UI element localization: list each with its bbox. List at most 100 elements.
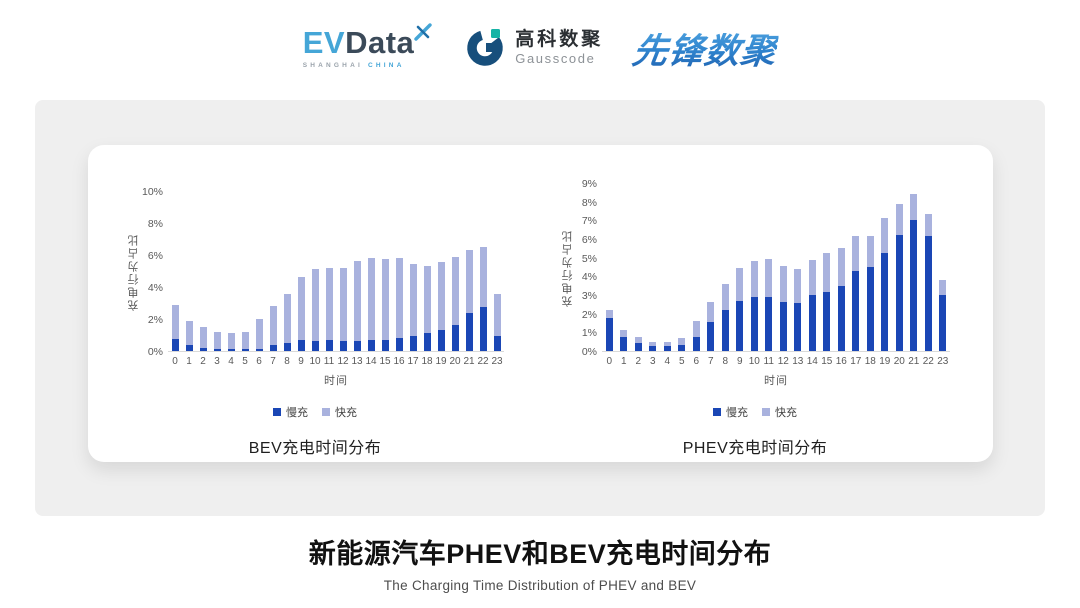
bar-segment-fast [823, 253, 831, 293]
stacked-bar [297, 277, 305, 351]
bar-cell [805, 259, 820, 351]
bar-segment-fast [479, 247, 487, 307]
bar-segment-fast [620, 329, 628, 337]
evdata-ev-text: EV [302, 25, 346, 60]
bar-segment-fast [663, 341, 671, 347]
stacked-bar [866, 236, 874, 351]
legend-label: 慢充 [286, 407, 308, 419]
bar-segment-fast [678, 337, 686, 346]
x-tick-label: 23 [491, 356, 503, 367]
x-tick-label: 0 [172, 356, 178, 367]
y-tick-label: 3% [581, 290, 597, 302]
bar-segment-fast [437, 262, 445, 331]
x-tick-label: 21 [908, 356, 920, 367]
legend-label: 快充 [335, 407, 357, 419]
y-tick-label: 4% [581, 271, 597, 284]
x-tick-label: 22 [477, 356, 489, 367]
bar-segment-fast [409, 263, 417, 336]
bar-cell [602, 309, 617, 351]
bar-segment-slow [465, 312, 473, 351]
stacked-bar [721, 283, 729, 351]
page-subtitle: The Charging Time Distribution of PHEV a… [383, 578, 697, 593]
stacked-bar [437, 262, 445, 351]
x-axis-title: 时间 [324, 375, 348, 387]
stacked-bar [269, 306, 277, 351]
bar-segment-fast [634, 337, 642, 343]
evdata-wordmark: EV Data [303, 27, 415, 58]
x-tick-label: 12 [337, 356, 349, 367]
x-tick-label: 0 [606, 356, 613, 367]
x-tick-label: 22 [922, 356, 934, 367]
bar-cell [892, 203, 907, 351]
bar-segment-slow [395, 338, 403, 351]
y-tick-label: 10% [141, 186, 163, 198]
stacked-bar [924, 213, 932, 351]
legend-label: 慢充 [726, 407, 748, 419]
bar-segment-slow [765, 296, 773, 351]
x-tick-label: 2 [200, 356, 206, 367]
bev-chart: 充电行为占比 0% 2% 4% 6% 8% 10% 0 1 2 3 4 5 6 7 8 9 10 11 12 13 1… [126, 186, 504, 458]
stacked-bar [423, 266, 431, 351]
bar-segment-slow [750, 296, 758, 351]
bar-segment-slow [736, 300, 744, 351]
y-tick-label: 6% [581, 234, 597, 246]
evdata-x-icon [414, 23, 432, 46]
chart-panel: 充电行为占比 0% 2% 4% 6% 8% 10% 0 1 2 3 4 5 6 7 8 9 10 11 12 13 1… [35, 100, 1045, 516]
stacked-bar [910, 194, 918, 351]
bar-segment-slow [381, 339, 389, 351]
x-tick-label: 1 [186, 356, 192, 367]
x-tick-label: 13 [351, 356, 363, 367]
x-tick-label: 17 [407, 356, 419, 367]
bar-cell [238, 331, 252, 351]
chart-title: BEV充电时间分布 [248, 440, 382, 457]
bar-segment-fast [395, 258, 403, 339]
x-axis-ticks: 0 1 2 3 4 5 6 7 8 9 10 11 12 13 14 15 16 17 18 19 20 21 22 23 [602, 356, 950, 367]
stacked-bar [339, 267, 347, 351]
bar-cell [921, 213, 936, 351]
bar-cell [252, 319, 266, 351]
stacked-bar [493, 294, 501, 351]
bar-cell [820, 253, 835, 351]
bar-segment-fast [881, 218, 889, 253]
bar-segment-fast [227, 333, 235, 350]
bar-segment-fast [171, 304, 179, 339]
bar-cell [646, 341, 661, 351]
y-tick-label: 2% [581, 308, 597, 321]
bar-segment-fast [241, 331, 249, 350]
bar-segment-slow [837, 285, 845, 351]
footer: 新能源汽车PHEV和BEV充电时间分布 The Charging Time Di… [0, 532, 1080, 593]
bar-segment-slow [479, 307, 487, 351]
bar-cell [675, 337, 690, 351]
bar-segment-fast [297, 277, 305, 340]
bars-container [602, 183, 950, 351]
y-tick-label: 0% [581, 346, 597, 358]
plot-area [168, 191, 504, 352]
stacked-bar [649, 341, 657, 351]
x-tick-label: 17 [850, 356, 862, 367]
stacked-bar [241, 331, 249, 351]
bar-segment-fast [924, 213, 932, 237]
x-tick-label: 4 [664, 356, 671, 367]
stacked-bar [750, 261, 758, 351]
bar-segment-slow [924, 236, 932, 351]
stacked-bar [707, 302, 715, 351]
evdata-china-text: CHINA [368, 62, 405, 69]
bar-cell [660, 341, 675, 351]
y-tick-label: 5% [581, 252, 597, 265]
bar-segment-fast [852, 236, 860, 271]
y-tick-label: 6% [147, 250, 163, 262]
x-tick-label: 1 [620, 356, 627, 367]
stacked-bar [185, 320, 193, 351]
stacked-bar [213, 331, 221, 351]
y-tick-label: 2% [147, 314, 163, 326]
x-tick-label: 23 [937, 356, 949, 367]
stacked-bar [227, 333, 235, 351]
y-axis-title: 充电行为占比 [128, 232, 140, 311]
chart-card: 充电行为占比 0% 2% 4% 6% 8% 10% 0 1 2 3 4 5 6 7 8 9 10 11 12 13 1… [88, 145, 993, 462]
stacked-bar [794, 268, 802, 351]
x-tick-label: 11 [323, 356, 335, 367]
x-tick-label: 6 [256, 356, 262, 367]
x-tick-label: 6 [693, 356, 700, 367]
x-tick-label: 18 [421, 356, 433, 367]
bar-segment-slow [255, 348, 263, 351]
